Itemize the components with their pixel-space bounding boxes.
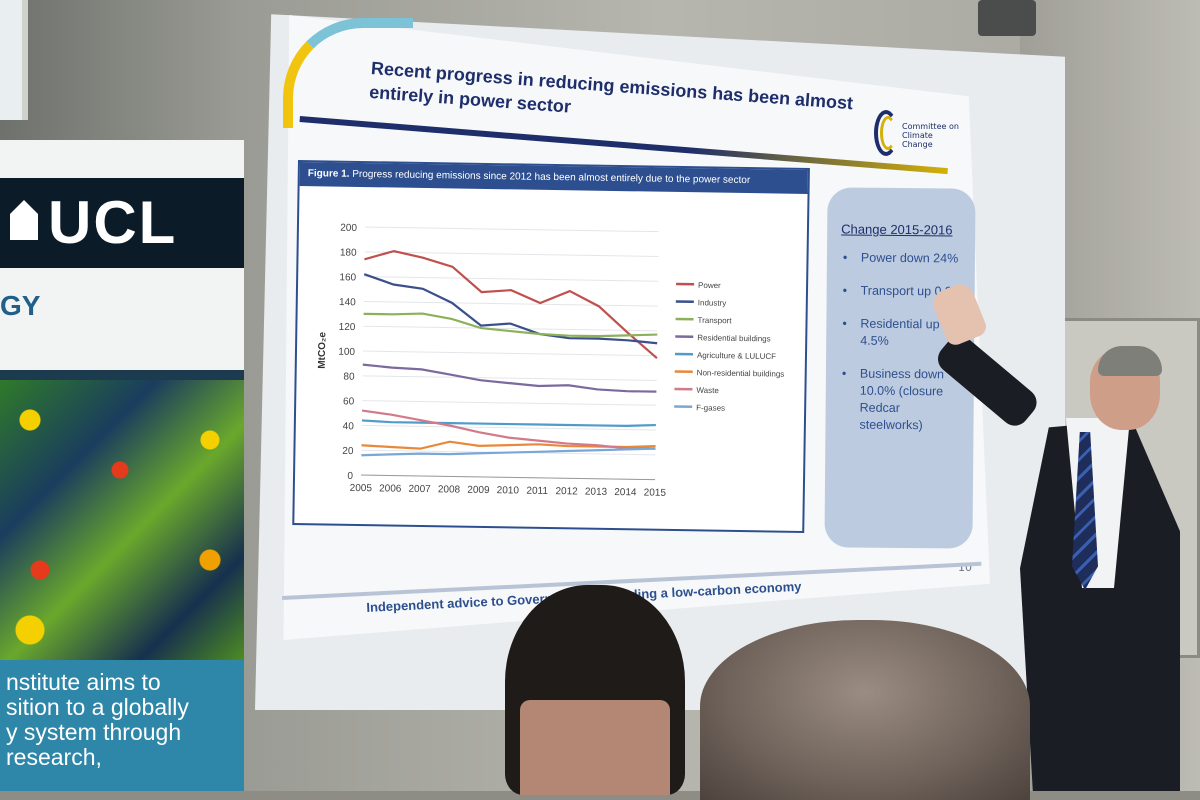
callout-bullet: Power down 24%: [861, 250, 967, 268]
series-line: [363, 313, 657, 337]
y-tick-label: 60: [343, 396, 355, 407]
ucl-banner: UCL GY nstitute aims to sition to a glob…: [0, 140, 244, 791]
x-tick-label: 2009: [467, 485, 490, 496]
banner-line: nstitute aims to: [6, 670, 238, 695]
y-axis-label: MtCO₂e: [317, 332, 329, 369]
x-tick-label: 2011: [526, 486, 548, 497]
presenter-hair: [1098, 346, 1162, 376]
line-chart: 0 20 40 60 80 100 120 140 160 180 200 2005 2006 2007 2…: [294, 186, 807, 531]
gridline: [364, 277, 658, 282]
logo-text: Committee on Climate Change: [902, 122, 964, 149]
legend-label: Power: [698, 281, 721, 290]
legend-label: F-gases: [696, 403, 725, 412]
legend-label: Industry: [698, 298, 727, 307]
y-tick-label: 0: [347, 471, 353, 482]
y-tick-label: 120: [339, 322, 356, 333]
x-tick-label: 2005: [350, 483, 373, 494]
audience-member-head: [700, 620, 1030, 800]
y-tick-label: 100: [338, 347, 355, 358]
legend-label: Non-residential buildings: [697, 368, 785, 378]
series-line: [363, 274, 658, 343]
y-tick-label: 140: [339, 297, 356, 308]
banner-partial-word: GY: [0, 290, 40, 322]
x-tick-label: 2013: [585, 487, 608, 498]
legend-label: Waste: [696, 386, 719, 395]
figure-label: Figure 1.: [308, 168, 350, 180]
audience-member-neck: [520, 700, 670, 795]
gridline: [363, 376, 657, 381]
banner-line: sition to a globally: [6, 695, 238, 720]
banner-line: research,: [6, 745, 238, 770]
x-tick-label: 2012: [555, 486, 578, 497]
gridline: [364, 301, 658, 306]
ccc-logo: Committee on Climate Change: [874, 106, 964, 158]
x-tick-label: 2010: [497, 485, 520, 496]
y-tick-label: 200: [340, 223, 357, 234]
x-axis: [361, 475, 655, 480]
series-line: [362, 420, 656, 426]
y-tick-label: 40: [343, 421, 355, 432]
legend-label: Transport: [697, 316, 732, 326]
y-tick-label: 180: [340, 247, 357, 258]
x-tick-label: 2015: [644, 487, 667, 498]
emissions-figure: Figure 1. Progress reducing emissions si…: [292, 160, 810, 533]
gridline: [365, 227, 659, 232]
x-tick-label: 2014: [614, 487, 637, 498]
callout-title: Change 2015-2016: [841, 221, 952, 237]
banner-line: y system through: [6, 720, 238, 745]
legend-label: Agriculture & LULUCF: [697, 351, 776, 361]
series-line: [363, 251, 659, 359]
y-tick-label: 20: [342, 446, 354, 457]
window: [0, 0, 28, 120]
x-tick-label: 2008: [438, 484, 461, 495]
legend-label: Residential buildings: [697, 333, 771, 343]
y-tick-label: 160: [339, 272, 356, 283]
projector: [978, 0, 1036, 36]
gridline: [363, 351, 657, 356]
y-tick-label: 80: [343, 372, 355, 383]
x-tick-label: 2006: [379, 483, 402, 494]
banner-body-text: nstitute aims to sition to a globally y …: [0, 660, 244, 791]
x-tick-label: 2007: [408, 484, 431, 495]
figure-caption-text: Progress reducing emissions since 2012 h…: [352, 169, 750, 186]
gridline: [362, 401, 656, 406]
logo-ring-inner-icon: [880, 116, 896, 150]
thermal-image: [0, 380, 244, 660]
